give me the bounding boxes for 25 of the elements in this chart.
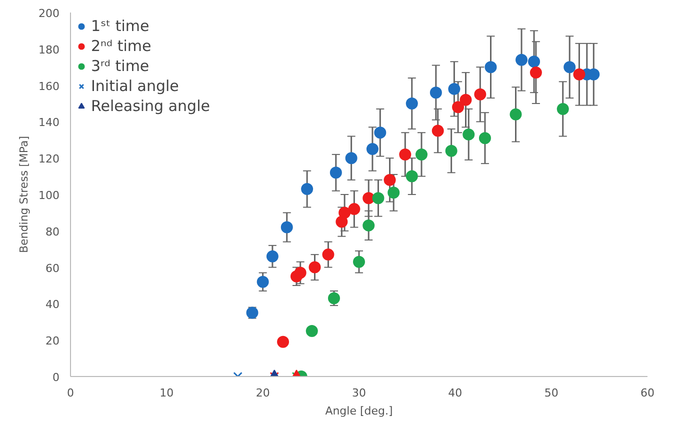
legend-label: 3ʳᵈ time (91, 57, 150, 75)
legend-label: Initial angle (91, 77, 179, 95)
y-tick-label: 200 (38, 7, 60, 20)
y-tick-label: 0 (52, 371, 60, 384)
x-tick-label: 0 (67, 386, 74, 400)
y-tick-label: 160 (38, 80, 60, 93)
x-tick-label: 20 (256, 386, 270, 400)
legend-label: Releasing angle (91, 97, 210, 115)
legend-label: 2ⁿᵈ time (91, 37, 152, 55)
y-tick-label: 80 (46, 225, 60, 238)
y-tick-label: 40 (46, 298, 60, 312)
x-tick-label: 30 (352, 386, 366, 400)
y-axis-title: Bending Stress [MPa] (18, 136, 31, 254)
y-tick-label: 120 (38, 152, 60, 166)
y-tick-label: 180 (38, 43, 60, 56)
x-axis-title: Angle [deg.] (325, 404, 393, 418)
x-tick-label: 40 (448, 386, 462, 400)
x-tick-label: 60 (640, 386, 654, 400)
x-tick-label: 10 (160, 386, 174, 400)
legend-label: 1ˢᵗ time (91, 17, 150, 35)
y-tick-label: 100 (38, 189, 60, 202)
y-tick-label: 140 (38, 116, 60, 130)
y-tick-label: 20 (46, 334, 60, 348)
x-tick-label: 50 (544, 386, 558, 400)
y-tick-label: 60 (46, 262, 60, 275)
